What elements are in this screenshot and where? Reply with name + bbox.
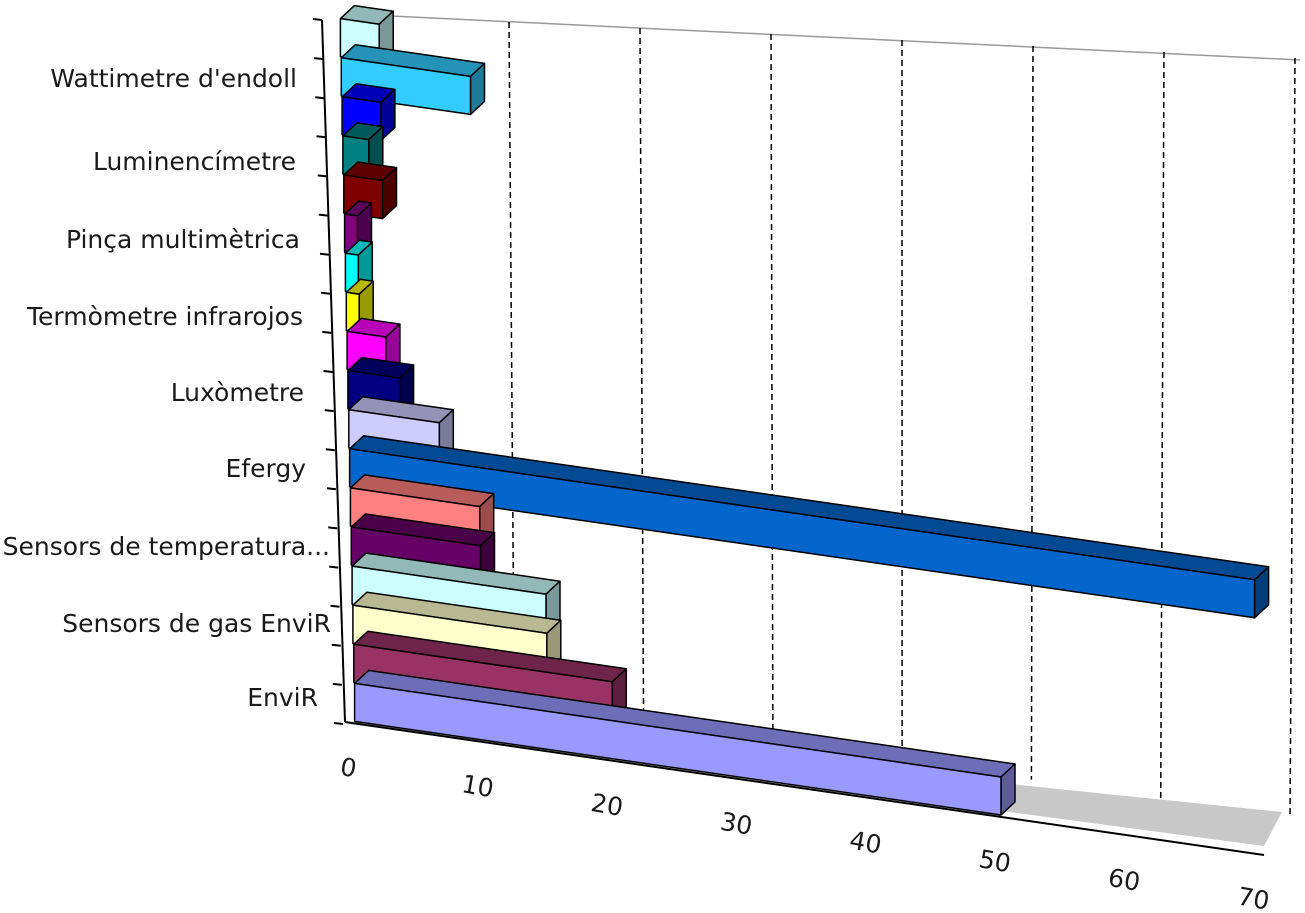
category-label: Wattimetre d'endoll: [50, 64, 297, 93]
gridline: [770, 33, 774, 743]
category-label: EnviR: [247, 683, 318, 712]
category-tick: [323, 370, 333, 373]
category-tick: [324, 409, 334, 413]
value-axis-line: [344, 721, 1265, 856]
value-tick-label: 30: [718, 807, 754, 841]
category-label: Sensors de gas EnviR: [62, 609, 331, 638]
gridline: [508, 21, 516, 705]
bar: [348, 435, 1270, 619]
category-label: Pinça multimètrica: [66, 225, 300, 254]
bar: [340, 43, 486, 116]
category-labels: EnviR Sensors de gas EnviR Sensors de temp…: [3, 64, 331, 712]
category-tick: [330, 604, 340, 608]
category-tick: [314, 57, 324, 61]
value-axis-labels: 0 10 20 30 40 50 60 70: [338, 752, 1272, 913]
gridline: [639, 27, 645, 724]
value-tick-label: 40: [847, 825, 883, 859]
category-tick: [333, 722, 344, 725]
gridlines: [369, 14, 1301, 818]
category-tick: [319, 252, 330, 256]
category-label: Luxòmetre: [171, 378, 304, 407]
bars: [339, 4, 1270, 816]
category-tick: [331, 643, 341, 647]
category-tick: [325, 448, 335, 452]
category-label: Efergy: [226, 454, 307, 483]
category-label: Luminencímetre: [93, 147, 296, 176]
category-axis-line: [321, 19, 346, 723]
bar-front-face: [353, 682, 1002, 816]
category-tick: [326, 487, 337, 491]
category-tick: [316, 135, 326, 139]
value-tick-label: 70: [1235, 882, 1271, 913]
value-tick-label: 20: [589, 788, 625, 822]
category-tick: [318, 213, 328, 217]
value-tick-label: 10: [460, 769, 496, 803]
value-tick-label: 0: [338, 752, 359, 783]
back-wall-top-edge: [369, 14, 1301, 61]
category-label: Sensors de temperatura...: [3, 532, 330, 561]
category-tick: [329, 565, 339, 569]
category-tick: [332, 682, 342, 686]
gridline: [1030, 45, 1034, 780]
category-axis: [312, 18, 1265, 856]
value-tick-label: 50: [977, 844, 1013, 878]
category-tick: [317, 174, 327, 178]
value-tick-label: 60: [1106, 863, 1142, 897]
category-tick: [315, 96, 325, 100]
category-tick: [321, 291, 331, 295]
gridline: [1289, 57, 1296, 818]
gridline: [1159, 51, 1165, 799]
category-tick: [312, 18, 323, 21]
bar-front-face: [348, 448, 1256, 619]
bar: [353, 669, 1016, 816]
category-label: Termòmetre infrarojos: [26, 302, 303, 331]
category-tick: [322, 330, 332, 334]
category-tick: [328, 526, 338, 530]
